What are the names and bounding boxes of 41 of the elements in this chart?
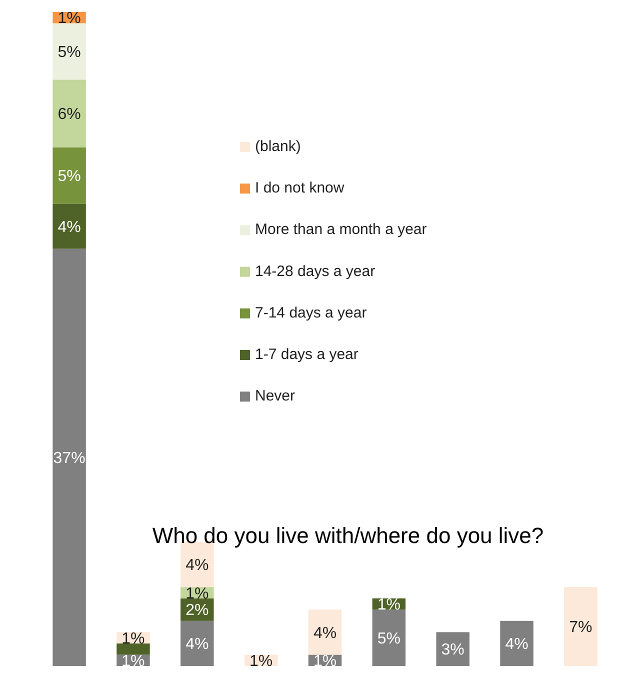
bar — [52, 23, 86, 80]
data-label: 1% — [250, 652, 273, 670]
data-label: 1% — [313, 652, 337, 670]
legend-label: (blank) — [255, 138, 301, 155]
legend-label: 7-14 days a year — [255, 304, 367, 322]
data-label: 4% — [313, 624, 337, 642]
legend-label: 14-28 days a year — [255, 262, 376, 280]
text: Who do you live with/where do you live? — [152, 523, 544, 548]
data-label: 6% — [58, 106, 81, 124]
data-label: 4% — [505, 636, 528, 654]
bar — [52, 147, 86, 204]
data-label: 1% — [377, 596, 400, 614]
bar — [500, 620, 534, 666]
data-label: 4% — [58, 218, 81, 236]
data-label: 7% — [569, 619, 592, 636]
data-label: 5% — [58, 44, 81, 62]
bar — [180, 542, 214, 588]
legend-label: I do not know — [255, 180, 344, 197]
legend-label: 1-7 days a year — [255, 346, 358, 363]
data-label: 5% — [58, 168, 81, 186]
bar — [52, 248, 86, 666]
data-label: 1% — [186, 585, 209, 602]
legend-label: Never — [255, 388, 296, 405]
bar — [308, 610, 342, 655]
bar — [436, 632, 470, 666]
data-label: 1% — [122, 652, 145, 670]
data-label: 3% — [441, 642, 464, 659]
bar — [564, 587, 598, 666]
data-label: 4% — [186, 636, 209, 654]
bar — [180, 620, 214, 666]
bar — [52, 204, 86, 249]
data-label: 2% — [186, 602, 209, 620]
data-label: 37% — [53, 450, 86, 467]
bar — [52, 80, 86, 148]
bar — [116, 643, 150, 655]
data-label: 1% — [58, 10, 81, 28]
data-label: 4% — [186, 557, 209, 574]
data-label: 1% — [122, 630, 145, 648]
legend-label: More than a month a year — [255, 221, 427, 238]
data-label: 5% — [377, 630, 400, 648]
bar — [372, 610, 406, 666]
